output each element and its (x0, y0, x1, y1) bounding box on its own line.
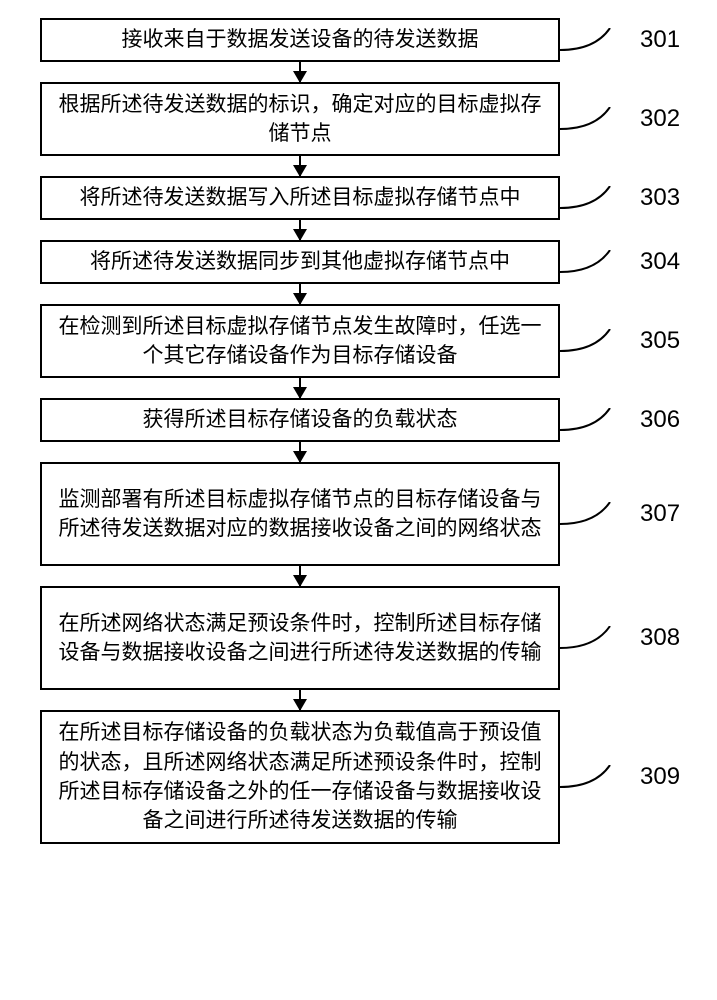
connector-8 (560, 626, 630, 656)
arrow-5 (40, 378, 560, 398)
step-container-2: 根据所述待发送数据的标识，确定对应的目标虚拟存储节点 302 (40, 82, 680, 156)
step-text-3: 将所述待发送数据写入所述目标虚拟存储节点中 (80, 183, 521, 212)
step-text-7: 监测部署有所述目标虚拟存储节点的目标存储设备与所述待发送数据对应的数据接收设备之… (58, 485, 542, 544)
step-box-4: 将所述待发送数据同步到其他虚拟存储节点中 (40, 240, 560, 284)
connector-7 (560, 502, 630, 532)
connector-9 (560, 765, 630, 795)
step-text-5: 在检测到所述目标虚拟存储节点发生故障时，任选一个其它存储设备作为目标存储设备 (58, 312, 542, 371)
step-container-5: 在检测到所述目标虚拟存储节点发生故障时，任选一个其它存储设备作为目标存储设备 3… (40, 304, 680, 378)
arrow-3 (40, 220, 560, 240)
step-container-3: 将所述待发送数据写入所述目标虚拟存储节点中 303 (40, 176, 680, 220)
connector-6 (560, 408, 630, 438)
step-text-9: 在所述目标存储设备的负载状态为负载值高于预设值的状态，且所述网络状态满足所述预设… (58, 718, 542, 836)
step-box-6: 获得所述目标存储设备的负载状态 (40, 398, 560, 442)
step-label-5: 305 (640, 327, 680, 355)
connector-5 (560, 329, 630, 359)
arrow-2 (40, 156, 560, 176)
arrow-6 (40, 442, 560, 462)
step-box-2: 根据所述待发送数据的标识，确定对应的目标虚拟存储节点 (40, 82, 560, 156)
step-container-6: 获得所述目标存储设备的负载状态 306 (40, 398, 680, 442)
step-box-3: 将所述待发送数据写入所述目标虚拟存储节点中 (40, 176, 560, 220)
step-box-9: 在所述目标存储设备的负载状态为负载值高于预设值的状态，且所述网络状态满足所述预设… (40, 710, 560, 844)
step-container-1: 接收来自于数据发送设备的待发送数据 301 (40, 18, 680, 62)
connector-4 (560, 250, 630, 280)
step-text-8: 在所述网络状态满足预设条件时，控制所述目标存储设备与数据接收设备之间进行所述待发… (58, 609, 542, 668)
step-box-5: 在检测到所述目标虚拟存储节点发生故障时，任选一个其它存储设备作为目标存储设备 (40, 304, 560, 378)
step-text-2: 根据所述待发送数据的标识，确定对应的目标虚拟存储节点 (58, 90, 542, 149)
step-text-1: 接收来自于数据发送设备的待发送数据 (122, 25, 479, 54)
step-label-3: 303 (640, 184, 680, 212)
flowchart-container: 接收来自于数据发送设备的待发送数据 301 根据所述待发送数据的标识，确定对应的… (40, 18, 680, 844)
step-label-4: 304 (640, 248, 680, 276)
step-label-7: 307 (640, 500, 680, 528)
step-box-8: 在所述网络状态满足预设条件时，控制所述目标存储设备与数据接收设备之间进行所述待发… (40, 586, 560, 690)
step-label-2: 302 (640, 105, 680, 133)
step-label-1: 301 (640, 26, 680, 54)
step-label-6: 306 (640, 406, 680, 434)
arrow-7 (40, 566, 560, 586)
step-text-6: 获得所述目标存储设备的负载状态 (143, 405, 458, 434)
step-box-1: 接收来自于数据发送设备的待发送数据 (40, 18, 560, 62)
step-container-7: 监测部署有所述目标虚拟存储节点的目标存储设备与所述待发送数据对应的数据接收设备之… (40, 462, 680, 566)
connector-1 (560, 28, 630, 58)
step-container-9: 在所述目标存储设备的负载状态为负载值高于预设值的状态，且所述网络状态满足所述预设… (40, 710, 680, 844)
arrow-4 (40, 284, 560, 304)
connector-2 (560, 107, 630, 137)
arrow-8 (40, 690, 560, 710)
step-text-4: 将所述待发送数据同步到其他虚拟存储节点中 (90, 247, 510, 276)
step-box-7: 监测部署有所述目标虚拟存储节点的目标存储设备与所述待发送数据对应的数据接收设备之… (40, 462, 560, 566)
step-container-4: 将所述待发送数据同步到其他虚拟存储节点中 304 (40, 240, 680, 284)
step-label-9: 309 (640, 763, 680, 791)
arrow-1 (40, 62, 560, 82)
connector-3 (560, 186, 630, 216)
step-label-8: 308 (640, 624, 680, 652)
step-container-8: 在所述网络状态满足预设条件时，控制所述目标存储设备与数据接收设备之间进行所述待发… (40, 586, 680, 690)
